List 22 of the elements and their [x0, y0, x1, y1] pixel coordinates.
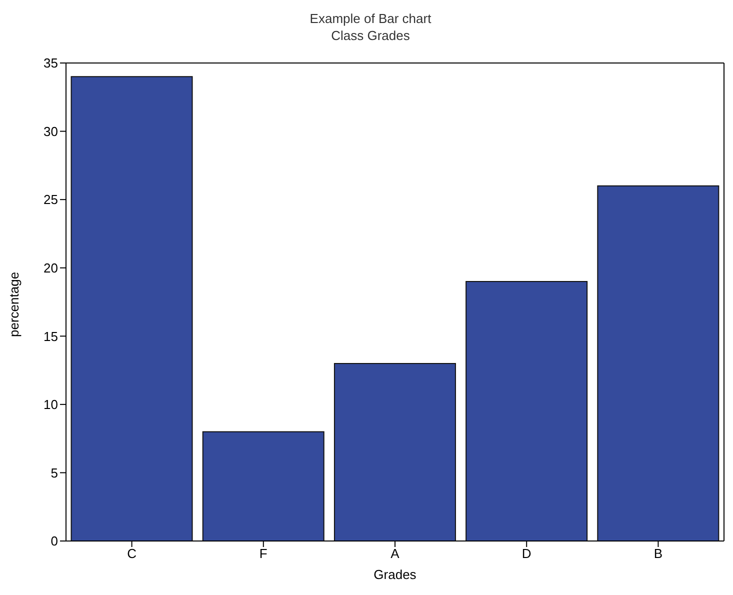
y-tick-label: 5	[50, 465, 58, 480]
x-tick-label: A	[390, 546, 400, 562]
y-tick-label: 20	[44, 260, 58, 276]
y-tick-label: 10	[44, 397, 58, 412]
y-tick-label: 35	[44, 56, 58, 71]
chart-subtitle: Class Grades	[330, 27, 411, 44]
y-tick-label: 25	[44, 192, 58, 208]
bar	[202, 431, 324, 541]
bar	[334, 362, 456, 541]
chart-title: Example of Bar chart	[308, 10, 432, 27]
x-tick-label: B	[654, 546, 663, 562]
x-axis-title: Grades	[374, 567, 417, 582]
bar	[597, 185, 720, 541]
x-tick-label: C	[127, 546, 136, 562]
y-tick-label: 30	[44, 124, 58, 139]
x-tick-label: F	[259, 546, 268, 562]
y-tick-label: 0	[50, 534, 58, 549]
y-axis-title: percentage	[6, 272, 22, 337]
bar	[466, 281, 588, 541]
y-tick-label: 15	[44, 328, 58, 344]
x-tick-label: D	[522, 546, 532, 562]
bar	[70, 76, 193, 541]
